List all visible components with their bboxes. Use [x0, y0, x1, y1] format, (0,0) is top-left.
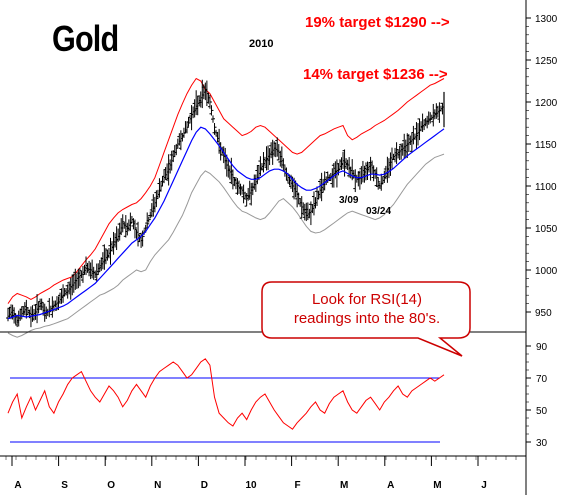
callout-text: Look for RSI(14) readings into the 80's. [262, 290, 472, 328]
rsi-tick-label: 70 [536, 374, 548, 385]
x-tick-label: O [107, 480, 115, 491]
x-tick-label: D [201, 480, 208, 491]
date-annotation-1: 3/09 [339, 195, 359, 206]
x-tick-label: S [61, 480, 68, 491]
callout-line-2: readings into the 80's. [293, 310, 441, 327]
chart-subtitle: 2010 [249, 38, 274, 50]
rsi-tick-label: 90 [536, 342, 548, 353]
x-tick-label: M [340, 480, 348, 491]
callout-line-1: Look for RSI(14) [311, 291, 423, 308]
price-tick-label: 950 [535, 308, 552, 319]
rsi-line [7, 358, 445, 430]
rsi-panel [7, 358, 445, 443]
price-tick-label: 1300 [535, 14, 558, 25]
x-tick-label: F [295, 480, 301, 491]
x-tick-label: J [481, 480, 487, 491]
lower-band-line [7, 153, 445, 338]
price-tick-label: 1050 [535, 224, 558, 235]
price-tick-label: 1150 [535, 140, 557, 151]
callout-bubble [261, 281, 471, 357]
target-19-label: 19% target $1290 --> [305, 14, 450, 31]
price-tick-label: 1100 [535, 182, 557, 193]
x-tick-label: A [14, 480, 21, 491]
price-panel [6, 77, 445, 338]
x-tick-label: N [154, 480, 161, 491]
upper-band-line [7, 77, 445, 304]
date-annotation-2: 03/24 [366, 206, 392, 217]
price-tick-label: 1250 [535, 56, 558, 67]
rsi-tick-label: 30 [536, 438, 548, 449]
price-tick-label: 1000 [535, 266, 558, 277]
target-14-label: 14% target $1236 --> [303, 66, 448, 83]
chart-title: Gold [52, 18, 119, 59]
rsi-tick-label: 50 [536, 406, 548, 417]
x-tick-label: A [387, 480, 394, 491]
mid-band-line [7, 126, 445, 320]
x-tick-label: 10 [245, 480, 257, 491]
price-tick-label: 1200 [535, 98, 558, 109]
x-tick-label: M [433, 480, 441, 491]
rsi-callout [261, 281, 471, 357]
